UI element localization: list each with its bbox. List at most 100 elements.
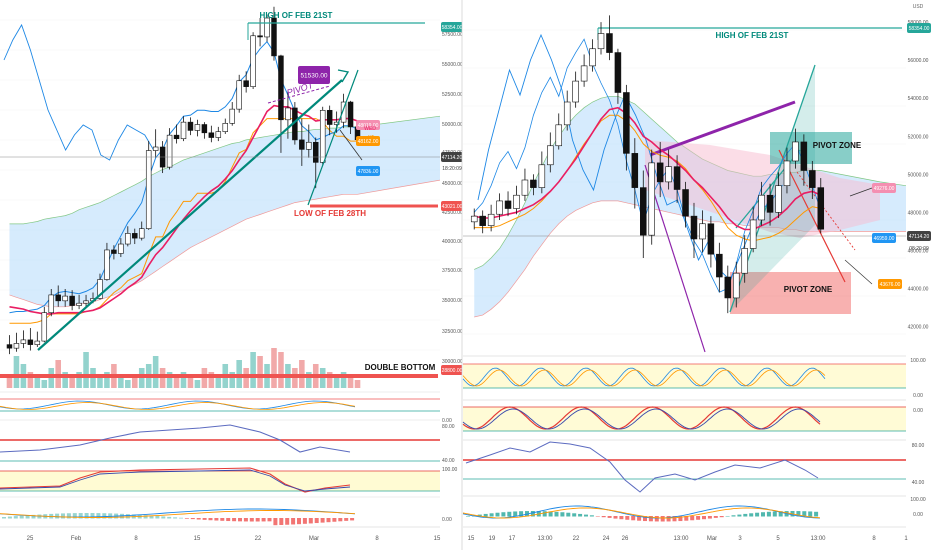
right-macd-bar bbox=[761, 512, 765, 517]
left-double-bottom-label: DOUBLE BOTTOM bbox=[365, 363, 436, 372]
right-macd-bar bbox=[690, 516, 695, 521]
right-macd-bar bbox=[595, 516, 600, 517]
right-macd-bar bbox=[483, 513, 488, 517]
left-macd-bar bbox=[243, 518, 248, 522]
right-x-tick: 5 bbox=[776, 536, 780, 542]
left-candle bbox=[62, 295, 68, 302]
left-candle bbox=[13, 343, 20, 349]
right-macd-bar bbox=[725, 515, 730, 517]
left-macd-bar bbox=[273, 518, 278, 526]
left-volume-bar bbox=[83, 352, 89, 388]
left-candle bbox=[243, 80, 249, 87]
left-macd-bar bbox=[320, 518, 325, 523]
right-candle bbox=[809, 170, 816, 188]
left-tag-orange: 48162.00 bbox=[358, 139, 379, 145]
left-candle bbox=[41, 312, 48, 342]
right-sub-tick: 0.00 bbox=[913, 512, 923, 518]
right-tag-high-bg bbox=[907, 23, 931, 33]
right-candle bbox=[521, 179, 529, 196]
left-tag-bottom-bg bbox=[441, 365, 463, 375]
left-y-tick: 55000.00 bbox=[442, 62, 463, 68]
left-macd-bar bbox=[208, 518, 213, 521]
left-macd-bar bbox=[167, 516, 172, 519]
right-candle bbox=[555, 124, 563, 147]
right-pointer-line bbox=[844, 259, 873, 285]
left-macd-bar bbox=[61, 513, 65, 519]
right-macd-bar bbox=[625, 516, 630, 520]
left-macd-bar bbox=[249, 518, 254, 522]
left-x-tick: 8 bbox=[375, 536, 379, 542]
right-macd-bar bbox=[572, 513, 577, 517]
right-baseline bbox=[474, 114, 821, 242]
right-x-tick: 13:00 bbox=[673, 536, 689, 542]
right-pivot-zone-top-label: PIVOT ZONE bbox=[813, 141, 862, 150]
right-tag-high: 58354.00 bbox=[909, 26, 930, 32]
left-volume-bar bbox=[104, 372, 110, 388]
right-candle bbox=[707, 223, 715, 255]
right-tag-pink-bg bbox=[872, 183, 896, 193]
left-candle bbox=[201, 124, 208, 134]
right-candle bbox=[631, 153, 639, 188]
right-macd-bar bbox=[601, 516, 606, 518]
right-macd-bar bbox=[477, 514, 482, 517]
left-candle bbox=[20, 339, 27, 344]
right-macd-bar bbox=[643, 516, 647, 522]
left-tag-blue: 47836.00 bbox=[358, 169, 379, 175]
left-candle bbox=[271, 17, 277, 57]
left-macd-bar bbox=[2, 517, 6, 519]
right-tag-blue-bg bbox=[872, 233, 896, 243]
right-macd-bar bbox=[702, 516, 706, 520]
right-candle bbox=[496, 200, 503, 215]
left-macd-bar bbox=[285, 518, 290, 525]
right-macd-bar bbox=[796, 511, 801, 517]
left-candle bbox=[83, 300, 89, 304]
right-candle bbox=[724, 276, 732, 299]
right-osc1-d bbox=[462, 369, 826, 387]
right-candle bbox=[665, 166, 672, 183]
left-candle bbox=[173, 134, 180, 140]
right-macd-bar bbox=[696, 516, 701, 520]
right-x-tick: 24 bbox=[603, 536, 610, 542]
right-x-tick: 13:00 bbox=[810, 536, 826, 542]
left-y-tick: 45000.00 bbox=[442, 181, 463, 187]
left-tag-blue-bg bbox=[356, 166, 380, 176]
left-y-tick: 52500.00 bbox=[442, 92, 463, 98]
right-macd-bar bbox=[513, 511, 518, 517]
left-volume-bar bbox=[13, 356, 20, 388]
left-volume-bar bbox=[131, 376, 138, 388]
right-macd-bar bbox=[772, 511, 777, 517]
left-tj-label: TJ bbox=[369, 167, 375, 173]
right-candle bbox=[504, 200, 512, 209]
left-macd-bar bbox=[220, 518, 225, 521]
right-candle bbox=[766, 194, 774, 213]
left-tag-bottom: 28800.00 bbox=[442, 368, 463, 374]
right-x-tick: 15 bbox=[468, 536, 475, 542]
left-volume-bar bbox=[76, 372, 82, 388]
right-candle bbox=[716, 253, 723, 278]
left-tag-high: 58354.00 bbox=[442, 25, 463, 31]
left-osc3-band bbox=[0, 471, 440, 491]
left-candle bbox=[236, 80, 242, 110]
right-pivot-zone-bottom bbox=[730, 272, 851, 314]
left-sub-tick: 0.00 bbox=[442, 418, 452, 424]
left-candle bbox=[299, 139, 305, 150]
left-volume-bar bbox=[69, 376, 75, 388]
left-x-tick: Feb bbox=[71, 536, 82, 542]
left-tag-high-bg bbox=[441, 22, 463, 32]
right-candle bbox=[530, 179, 537, 188]
left-candle bbox=[278, 55, 284, 121]
left-macd-bar bbox=[190, 518, 195, 520]
right-macd-bar bbox=[519, 511, 524, 517]
right-ema bbox=[474, 106, 822, 231]
left-macd-bar bbox=[84, 513, 89, 519]
left-candle bbox=[152, 146, 159, 151]
right-macd-bar bbox=[578, 513, 583, 517]
left-volume-bar bbox=[27, 372, 34, 388]
right-macd-bar bbox=[584, 514, 588, 517]
right-candle bbox=[513, 194, 520, 209]
left-ichimoku-cloud bbox=[9, 116, 440, 307]
left-sub-tick: 0.00 bbox=[442, 517, 452, 523]
left-volume-bar bbox=[229, 372, 236, 388]
left-candle bbox=[104, 249, 110, 280]
left-candle bbox=[285, 107, 291, 121]
